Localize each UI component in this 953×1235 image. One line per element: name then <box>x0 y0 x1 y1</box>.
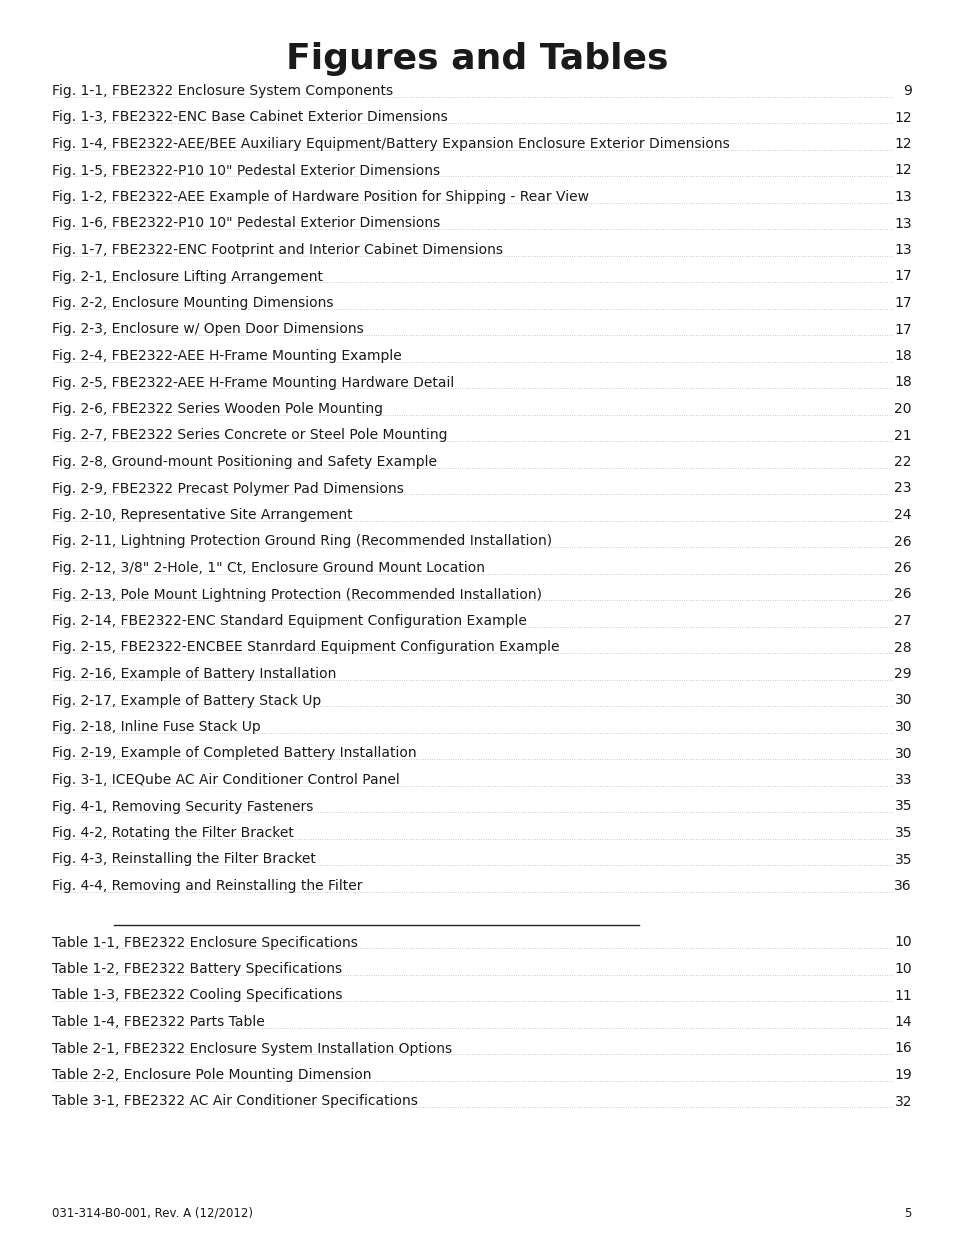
Text: 30: 30 <box>894 720 911 734</box>
Text: Fig. 2-7, FBE2322 Series Concrete or Steel Pole Mounting: Fig. 2-7, FBE2322 Series Concrete or Ste… <box>52 429 452 442</box>
Text: 26: 26 <box>893 535 911 548</box>
Text: 031-314-B0-001, Rev. A (12/2012): 031-314-B0-001, Rev. A (12/2012) <box>52 1207 253 1220</box>
Text: Fig. 2-15, FBE2322-ENCBEE Stanrdard Equipment Configuration Example: Fig. 2-15, FBE2322-ENCBEE Stanrdard Equi… <box>52 641 563 655</box>
Text: 29: 29 <box>893 667 911 680</box>
Text: Fig. 4-4, Removing and Reinstalling the Filter: Fig. 4-4, Removing and Reinstalling the … <box>52 879 367 893</box>
Text: 13: 13 <box>893 190 911 204</box>
Text: 13: 13 <box>893 216 911 231</box>
Text: 36: 36 <box>893 879 911 893</box>
Text: Fig. 1-5, FBE2322-P10 10" Pedestal Exterior Dimensions: Fig. 1-5, FBE2322-P10 10" Pedestal Exter… <box>52 163 444 178</box>
Text: 26: 26 <box>893 561 911 576</box>
Text: Figures and Tables: Figures and Tables <box>286 42 667 77</box>
Text: Table 1-2, FBE2322 Battery Specifications: Table 1-2, FBE2322 Battery Specification… <box>52 962 346 976</box>
Text: 12: 12 <box>893 137 911 151</box>
Text: 35: 35 <box>894 826 911 840</box>
Text: Fig. 2-18, Inline Fuse Stack Up: Fig. 2-18, Inline Fuse Stack Up <box>52 720 265 734</box>
Text: 17: 17 <box>893 269 911 284</box>
Text: 11: 11 <box>893 988 911 1003</box>
Text: Fig. 2-17, Example of Battery Stack Up: Fig. 2-17, Example of Battery Stack Up <box>52 694 325 708</box>
Text: 20: 20 <box>894 403 911 416</box>
Text: 21: 21 <box>893 429 911 442</box>
Text: 9: 9 <box>902 84 911 98</box>
Text: Fig. 1-7, FBE2322-ENC Footprint and Interior Cabinet Dimensions: Fig. 1-7, FBE2322-ENC Footprint and Inte… <box>52 243 502 257</box>
Text: 10: 10 <box>893 962 911 976</box>
Text: Fig. 3-1, ICEQube AC Air Conditioner Control Panel: Fig. 3-1, ICEQube AC Air Conditioner Con… <box>52 773 404 787</box>
Text: Fig. 2-14, FBE2322-ENC Standard Equipment Configuration Example: Fig. 2-14, FBE2322-ENC Standard Equipmen… <box>52 614 531 629</box>
Text: 27: 27 <box>894 614 911 629</box>
Text: 30: 30 <box>894 694 911 708</box>
Text: 12: 12 <box>893 110 911 125</box>
Text: Fig. 1-6, FBE2322-P10 10" Pedestal Exterior Dimensions: Fig. 1-6, FBE2322-P10 10" Pedestal Exter… <box>52 216 444 231</box>
Text: 23: 23 <box>894 482 911 495</box>
Text: 33: 33 <box>894 773 911 787</box>
Text: Table 2-1, FBE2322 Enclosure System Installation Options: Table 2-1, FBE2322 Enclosure System Inst… <box>52 1041 456 1056</box>
Text: Fig. 2-19, Example of Completed Battery Installation: Fig. 2-19, Example of Completed Battery … <box>52 746 420 761</box>
Text: 22: 22 <box>894 454 911 469</box>
Text: Fig. 2-16, Example of Battery Installation: Fig. 2-16, Example of Battery Installati… <box>52 667 336 680</box>
Text: Fig. 2-2, Enclosure Mounting Dimensions: Fig. 2-2, Enclosure Mounting Dimensions <box>52 296 334 310</box>
Text: 16: 16 <box>893 1041 911 1056</box>
Text: Fig. 2-6, FBE2322 Series Wooden Pole Mounting: Fig. 2-6, FBE2322 Series Wooden Pole Mou… <box>52 403 382 416</box>
Text: Fig. 1-1, FBE2322 Enclosure System Components: Fig. 1-1, FBE2322 Enclosure System Compo… <box>52 84 393 98</box>
Text: Fig. 4-2, Rotating the Filter Bracket: Fig. 4-2, Rotating the Filter Bracket <box>52 826 294 840</box>
Text: Fig. 1-2, FBE2322-AEE Example of Hardware Position for Shipping - Rear View: Fig. 1-2, FBE2322-AEE Example of Hardwar… <box>52 190 588 204</box>
Text: Fig. 2-3, Enclosure w/ Open Door Dimensions: Fig. 2-3, Enclosure w/ Open Door Dimensi… <box>52 322 368 336</box>
Text: Fig. 1-3, FBE2322-ENC Base Cabinet Exterior Dimensions: Fig. 1-3, FBE2322-ENC Base Cabinet Exter… <box>52 110 447 125</box>
Text: Fig. 4-1, Removing Security Fasteners: Fig. 4-1, Removing Security Fasteners <box>52 799 317 814</box>
Text: Fig. 2-10, Representative Site Arrangement: Fig. 2-10, Representative Site Arrangeme… <box>52 508 356 522</box>
Text: 5: 5 <box>903 1207 911 1220</box>
Text: 17: 17 <box>893 296 911 310</box>
Text: Table 3-1, FBE2322 AC Air Conditioner Specifications: Table 3-1, FBE2322 AC Air Conditioner Sp… <box>52 1094 422 1109</box>
Text: 26: 26 <box>893 588 911 601</box>
Text: Table 2-2, Enclosure Pole Mounting Dimension: Table 2-2, Enclosure Pole Mounting Dimen… <box>52 1068 371 1082</box>
Text: Table 1-1, FBE2322 Enclosure Specifications: Table 1-1, FBE2322 Enclosure Specificati… <box>52 935 357 950</box>
Text: Table 1-3, FBE2322 Cooling Specifications: Table 1-3, FBE2322 Cooling Specification… <box>52 988 347 1003</box>
Text: 35: 35 <box>894 852 911 867</box>
Text: 18: 18 <box>893 375 911 389</box>
Text: 13: 13 <box>893 243 911 257</box>
Text: Fig. 2-13, Pole Mount Lightning Protection (Recommended Installation): Fig. 2-13, Pole Mount Lightning Protecti… <box>52 588 550 601</box>
Text: 30: 30 <box>894 746 911 761</box>
Text: 17: 17 <box>893 322 911 336</box>
Text: Fig. 2-11, Lightning Protection Ground Ring (Recommended Installation): Fig. 2-11, Lightning Protection Ground R… <box>52 535 556 548</box>
Text: 18: 18 <box>893 350 911 363</box>
Text: Fig. 2-5, FBE2322-AEE H-Frame Mounting Hardware Detail: Fig. 2-5, FBE2322-AEE H-Frame Mounting H… <box>52 375 458 389</box>
Text: 32: 32 <box>894 1094 911 1109</box>
Text: 28: 28 <box>893 641 911 655</box>
Text: Fig. 2-1, Enclosure Lifting Arrangement: Fig. 2-1, Enclosure Lifting Arrangement <box>52 269 327 284</box>
Text: Fig. 1-4, FBE2322-AEE/BEE Auxiliary Equipment/Battery Expansion Enclosure Exteri: Fig. 1-4, FBE2322-AEE/BEE Auxiliary Equi… <box>52 137 729 151</box>
Text: Fig. 4-3, Reinstalling the Filter Bracket: Fig. 4-3, Reinstalling the Filter Bracke… <box>52 852 315 867</box>
Text: Fig. 2-8, Ground-mount Positioning and Safety Example: Fig. 2-8, Ground-mount Positioning and S… <box>52 454 441 469</box>
Text: 12: 12 <box>893 163 911 178</box>
Text: Fig. 2-9, FBE2322 Precast Polymer Pad Dimensions: Fig. 2-9, FBE2322 Precast Polymer Pad Di… <box>52 482 403 495</box>
Text: 19: 19 <box>893 1068 911 1082</box>
Text: 24: 24 <box>894 508 911 522</box>
Text: 14: 14 <box>893 1015 911 1029</box>
Text: 35: 35 <box>894 799 911 814</box>
Text: Table 1-4, FBE2322 Parts Table: Table 1-4, FBE2322 Parts Table <box>52 1015 265 1029</box>
Text: Fig. 2-4, FBE2322-AEE H-Frame Mounting Example: Fig. 2-4, FBE2322-AEE H-Frame Mounting E… <box>52 350 406 363</box>
Text: Fig. 2-12, 3/8" 2-Hole, 1" Ct, Enclosure Ground Mount Location: Fig. 2-12, 3/8" 2-Hole, 1" Ct, Enclosure… <box>52 561 489 576</box>
Text: 10: 10 <box>893 935 911 950</box>
